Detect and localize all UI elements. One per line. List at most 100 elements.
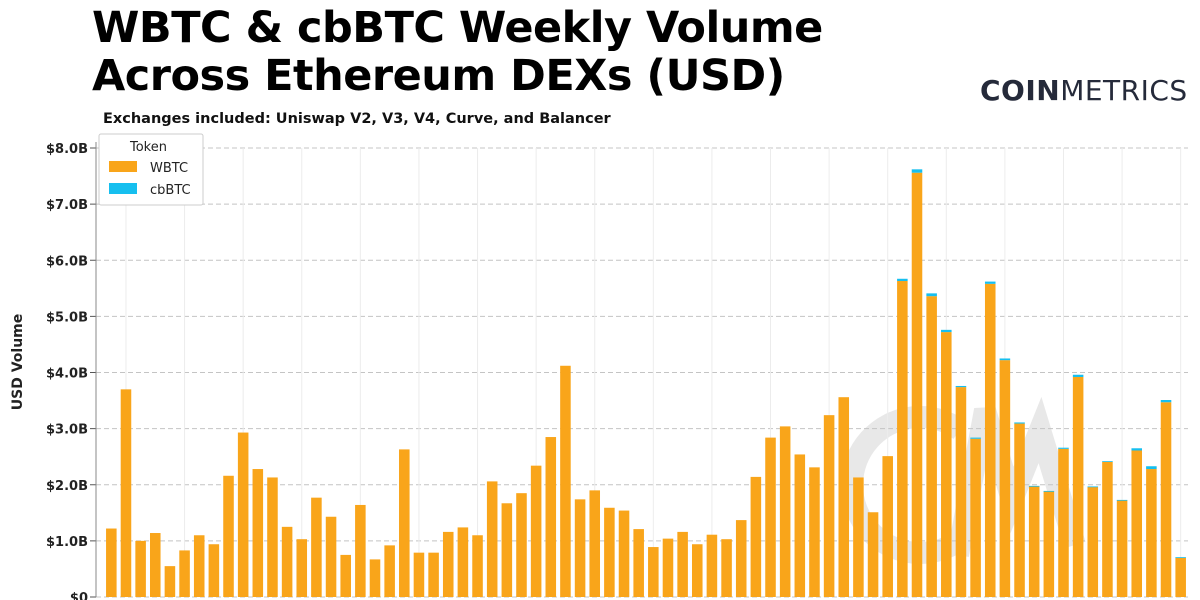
bar-wbtc xyxy=(618,510,630,597)
bar-cbbtc xyxy=(911,169,923,173)
bar-wbtc xyxy=(794,454,806,597)
bar-wbtc xyxy=(1058,448,1069,597)
bar-wbtc xyxy=(208,544,220,597)
bar-wbtc xyxy=(457,527,469,597)
bar-wbtc xyxy=(384,545,395,597)
bar-wbtc xyxy=(281,526,293,597)
bar-wbtc xyxy=(545,437,557,597)
legend-label-wbtc: WBTC xyxy=(150,161,188,176)
bar-wbtc xyxy=(1146,469,1157,597)
bar-cbbtc xyxy=(926,293,937,297)
bar-wbtc xyxy=(691,544,703,597)
bar-wbtc xyxy=(1028,486,1040,597)
bar-wbtc xyxy=(706,534,718,597)
y-tick-label: $3.0B xyxy=(46,423,88,438)
bar-cbbtc xyxy=(955,385,967,388)
bar-wbtc xyxy=(955,387,967,597)
bar-cbbtc xyxy=(897,278,908,282)
bar-wbtc xyxy=(867,512,879,597)
bar-wbtc xyxy=(970,438,981,597)
bar-cbbtc xyxy=(941,329,952,333)
bar-wbtc xyxy=(1160,402,1172,597)
bar-wbtc xyxy=(1014,423,1025,597)
bar-wbtc xyxy=(428,552,439,597)
bar-wbtc xyxy=(897,281,908,597)
bar-wbtc xyxy=(325,516,337,597)
bar-wbtc xyxy=(809,467,820,597)
bar-cbbtc xyxy=(984,281,996,284)
chart-title-line-1: WBTC & cbBTC Weekly Volume xyxy=(92,3,823,53)
legend: Token WBTC cbBTC xyxy=(98,133,204,206)
bar-cbbtc xyxy=(999,358,1011,361)
bar-wbtc xyxy=(442,531,454,597)
bar-cbbtc xyxy=(970,437,981,439)
bar-wbtc xyxy=(369,559,381,597)
bar-cbbtc xyxy=(1146,466,1157,470)
bar-wbtc xyxy=(516,493,527,597)
bar-wbtc xyxy=(486,481,498,597)
bar-cbbtc xyxy=(1058,447,1069,449)
y-tick-label: $6.0B xyxy=(46,254,88,269)
bar-wbtc xyxy=(911,172,923,597)
bar-wbtc xyxy=(721,539,732,597)
y-tick-label: $4.0B xyxy=(46,367,88,382)
bar-wbtc xyxy=(838,397,850,597)
bar-wbtc xyxy=(135,540,146,597)
bar-wbtc xyxy=(120,389,132,597)
logo-text-light: METRICS xyxy=(1060,74,1188,107)
bar-wbtc xyxy=(853,477,864,597)
bar-wbtc xyxy=(882,456,893,597)
bar-wbtc xyxy=(355,504,366,597)
legend-swatch-wbtc xyxy=(109,161,137,172)
chart-title: WBTC & cbBTC Weekly Volume Across Ethere… xyxy=(92,4,823,100)
bars-layer xyxy=(106,169,1186,597)
bar-cbbtc xyxy=(1072,374,1084,377)
bar-wbtc xyxy=(750,476,762,597)
y-tick-label: $2.0B xyxy=(46,479,88,494)
bar-wbtc xyxy=(296,539,308,597)
bar-wbtc xyxy=(193,535,205,597)
bar-wbtc xyxy=(560,365,571,597)
bar-wbtc xyxy=(823,415,835,597)
bar-cbbtc xyxy=(1175,557,1186,558)
bar-wbtc xyxy=(237,432,249,597)
bar-wbtc xyxy=(340,554,351,597)
bar-cbbtc xyxy=(1043,490,1055,492)
bar-cbbtc xyxy=(1116,499,1128,501)
y-axis-ticks: $0 $1.0B $2.0B $3.0B $4.0B $5.0B $6.0B $7.0B $8.… xyxy=(46,142,97,600)
bar-wbtc xyxy=(589,490,601,597)
bar-wbtc xyxy=(1072,376,1084,597)
bar-wbtc xyxy=(999,360,1011,597)
bar-wbtc xyxy=(179,550,190,597)
legend-title: Token xyxy=(129,140,167,155)
y-tick-label: $5.0B xyxy=(46,310,88,325)
bar-wbtc xyxy=(149,533,161,597)
bar-wbtc xyxy=(267,477,278,597)
coinmetrics-logo: COINMETRICS xyxy=(980,74,1188,107)
bar-wbtc xyxy=(252,469,264,597)
y-tick-label: $7.0B xyxy=(46,198,88,213)
legend-label-cbbtc: cbBTC xyxy=(150,183,191,198)
bar-wbtc xyxy=(1175,557,1186,597)
bar-wbtc xyxy=(1043,491,1055,597)
bar-wbtc xyxy=(1131,450,1143,597)
bar-cbbtc xyxy=(1131,448,1143,451)
bar-wbtc xyxy=(1116,500,1128,597)
bar-wbtc xyxy=(164,566,176,597)
bar-wbtc xyxy=(633,529,644,597)
y-tick-label: $1.0B xyxy=(46,535,88,550)
bar-wbtc xyxy=(765,437,776,597)
bar-wbtc xyxy=(662,538,674,597)
bar-wbtc xyxy=(735,520,747,597)
bar-wbtc xyxy=(501,503,513,597)
bar-wbtc xyxy=(677,531,688,597)
bar-wbtc xyxy=(472,535,483,597)
bar-wbtc xyxy=(926,296,937,597)
bar-wbtc xyxy=(311,497,322,597)
bar-wbtc xyxy=(779,426,791,597)
bar-wbtc xyxy=(1087,486,1099,597)
bar-wbtc xyxy=(399,449,410,597)
bar-wbtc xyxy=(1102,461,1113,597)
legend-swatch-cbbtc xyxy=(109,183,137,194)
